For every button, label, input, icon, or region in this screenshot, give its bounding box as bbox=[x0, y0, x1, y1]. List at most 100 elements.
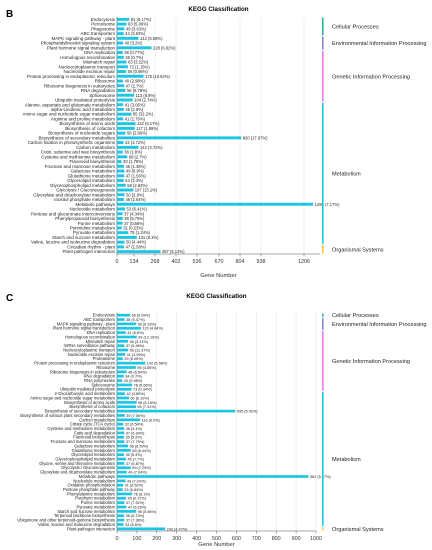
x-tick-label-b: 1206 bbox=[298, 259, 310, 265]
category-label-b: Biosynthesis of secondary metabolites bbox=[38, 135, 115, 140]
value-label-b: 107 (13.1%) bbox=[135, 188, 158, 193]
value-label-c: 37 (7.02%) bbox=[126, 501, 145, 505]
category-label-c: Biosynthesis of various plant secondary … bbox=[20, 413, 115, 418]
bar-c bbox=[117, 414, 125, 417]
value-label-c: 37 (6.34%) bbox=[126, 431, 145, 435]
category-label-b: alpha-Linolenic acid metabolism bbox=[51, 107, 115, 112]
bar-c bbox=[117, 313, 131, 317]
bar-c bbox=[117, 418, 141, 422]
x-tick-label-c: 400 bbox=[192, 536, 201, 542]
bar-c bbox=[117, 488, 123, 491]
category-label-b: Pyrimidine metabolism bbox=[70, 226, 116, 231]
group-label-c: Organismal Systems bbox=[332, 527, 384, 533]
value-label-b: 60 (0.98%) bbox=[128, 69, 149, 74]
category-label-c: Plant-pathogen interaction bbox=[67, 526, 116, 531]
category-label-c: Cysteine and methionine metabolism bbox=[47, 426, 115, 431]
category-label-b: DNA replication bbox=[84, 50, 116, 55]
value-label-b: 58 (2.82%) bbox=[127, 183, 148, 188]
bar-b bbox=[117, 74, 144, 78]
bar-c bbox=[117, 326, 141, 330]
value-label-b: 50 (2.8%) bbox=[126, 192, 145, 197]
category-label-c: Terpenoid backbone biosynthesis bbox=[54, 513, 115, 518]
group-label-b: Environmental Information Processing bbox=[332, 41, 427, 47]
bar-b bbox=[117, 98, 133, 102]
category-label-c: Glycerophospholipid metabolism bbox=[55, 457, 115, 462]
x-tick-label-c: 100 bbox=[132, 536, 141, 542]
group-label-c: Environmental Information Processing bbox=[332, 322, 427, 328]
bar-b bbox=[117, 221, 123, 225]
group-bracket-b bbox=[322, 36, 324, 50]
bar-b bbox=[117, 70, 127, 73]
bar-c bbox=[117, 470, 127, 474]
value-label-b: 43 (1.72%) bbox=[125, 140, 146, 145]
category-label-c: Biosynthesis of secondary metabolites bbox=[45, 409, 115, 414]
bar-c bbox=[117, 383, 133, 387]
bar-b bbox=[117, 22, 127, 26]
category-label-c: Fatty acid degradation bbox=[74, 430, 116, 435]
chart-title-c: KEGG Classification bbox=[186, 293, 246, 300]
category-label-b: Nucleotide excision repair bbox=[63, 69, 115, 74]
bar-b bbox=[117, 136, 242, 140]
category-label-c: Phenylalanine metabolism bbox=[67, 491, 116, 496]
group-bracket-b bbox=[322, 50, 324, 102]
bar-c bbox=[117, 344, 125, 348]
group-label-b: Metabolism bbox=[332, 171, 361, 177]
bar-c bbox=[117, 405, 136, 409]
value-label-b: 56 (2.86%) bbox=[127, 131, 148, 136]
category-label-c: mRNA surveillance pathway bbox=[64, 343, 116, 348]
x-tick-label-c: 1000 bbox=[310, 536, 322, 542]
category-label-b: Homologous recombination bbox=[60, 55, 115, 60]
value-label-c: 35 (5.4%) bbox=[125, 453, 142, 457]
bar-b bbox=[117, 188, 134, 192]
value-label-c: 242 (4.47%) bbox=[167, 527, 188, 531]
value-label-c: 73 (0.34%) bbox=[133, 388, 152, 392]
value-label-b: 104 (2.74%) bbox=[134, 98, 157, 103]
bar-b bbox=[117, 250, 161, 254]
value-label-c: 99 (12.16%) bbox=[138, 335, 159, 339]
bar-b bbox=[117, 174, 125, 178]
value-label-c: 29 (6.84%) bbox=[124, 488, 143, 492]
category-label-b: Nucleotide metabolism bbox=[69, 207, 115, 212]
category-label-b: Ribosome biogenesis in eukaryotes bbox=[44, 83, 116, 88]
bar-c bbox=[117, 527, 166, 531]
bar-b bbox=[117, 122, 136, 126]
bar-b bbox=[117, 89, 126, 92]
bar-b bbox=[117, 55, 124, 59]
bar-b bbox=[117, 112, 132, 116]
bar-b bbox=[117, 245, 125, 249]
bar-c bbox=[117, 510, 137, 513]
x-tick-label-b: 268 bbox=[151, 259, 160, 265]
x-tick-label-b: 670 bbox=[215, 259, 224, 265]
bar-c bbox=[117, 444, 129, 448]
category-label-c: DNA replication bbox=[87, 330, 116, 335]
category-label-b: Ubiquitin mediated proteolysis bbox=[55, 98, 116, 103]
bar-b bbox=[117, 240, 125, 244]
category-label-b: Ribosome bbox=[95, 79, 116, 84]
group-label-c: Metabolism bbox=[332, 457, 361, 463]
value-label-b: 37 (4.34%) bbox=[124, 211, 145, 216]
bar-b bbox=[117, 164, 124, 168]
category-label-c: Biosynthesis of cofactors bbox=[69, 404, 115, 409]
category-label-b: ABC transporters bbox=[80, 31, 115, 36]
value-label-b: 40 (2.98%) bbox=[125, 79, 146, 84]
bar-c bbox=[117, 462, 125, 465]
category-label-b: Endocytosis bbox=[91, 17, 116, 22]
value-label-c: 962 (5.27%) bbox=[310, 475, 331, 479]
bar-b bbox=[117, 212, 123, 216]
category-label-c: Endocytosis bbox=[93, 313, 115, 318]
value-label-c: 56 (6.59%) bbox=[130, 444, 149, 448]
value-label-b: 49 (0.9%) bbox=[126, 169, 145, 174]
bar-c bbox=[117, 514, 125, 518]
group-label-b: Organismal Systems bbox=[332, 247, 384, 253]
x-tick-label-c: 300 bbox=[172, 536, 181, 542]
bar-b bbox=[117, 150, 123, 154]
bar-b bbox=[117, 155, 128, 159]
bar-b bbox=[117, 141, 124, 145]
value-label-c: 31 (6.52%) bbox=[125, 484, 144, 488]
category-label-c: Nucleocytoplasmic transport bbox=[63, 348, 116, 353]
category-label-c: Nucleotide metabolism bbox=[73, 478, 115, 483]
category-label-c: Nucleotide excision repair bbox=[68, 352, 116, 357]
value-label-b: 81 (6.17%) bbox=[131, 17, 152, 22]
value-label-b: 175 (10.53%) bbox=[145, 74, 170, 79]
category-label-c: Metabolic pathways bbox=[79, 474, 115, 479]
